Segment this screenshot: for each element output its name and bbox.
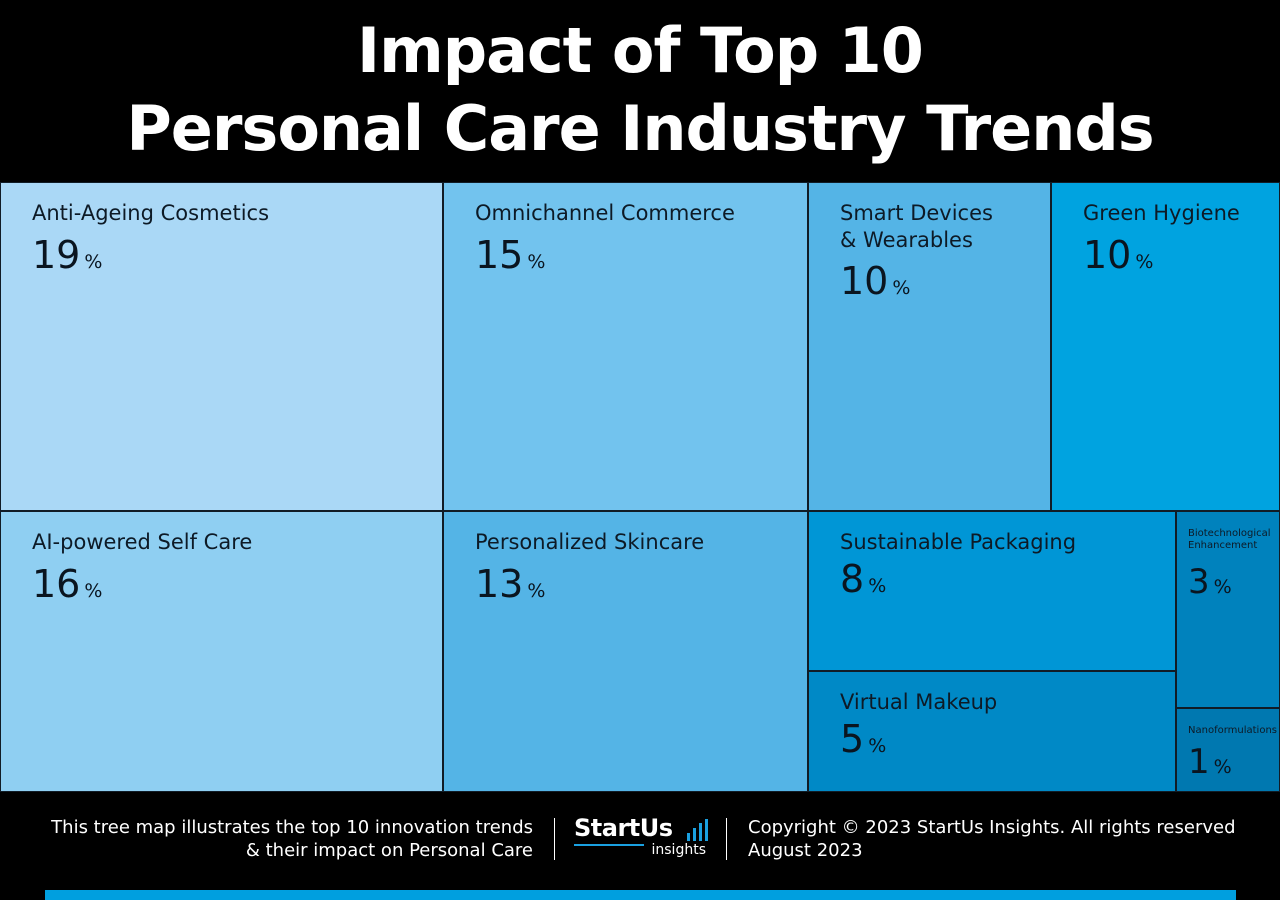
footer-accent-bar bbox=[45, 890, 1236, 900]
treemap-cell-label: Green Hygiene bbox=[1083, 201, 1240, 225]
treemap-cell-unit: % bbox=[868, 735, 887, 757]
treemap-cell-number: 8 bbox=[840, 557, 865, 601]
treemap-cell-number: 10 bbox=[840, 259, 889, 303]
treemap-cell-number: 1 bbox=[1188, 742, 1210, 782]
logo-subtitle: insights bbox=[651, 842, 707, 858]
publish-date: August 2023 bbox=[748, 840, 863, 861]
treemap-cell: Biotechnological Enhancement 3% bbox=[1176, 511, 1280, 708]
treemap-cell: Omnichannel Commerce 15% bbox=[443, 182, 808, 511]
treemap-cell-value: 10% bbox=[1083, 235, 1153, 282]
treemap: Anti-Ageing Cosmetics 19% AI-powered Self … bbox=[0, 182, 1280, 792]
treemap-cell-value: 19% bbox=[32, 235, 102, 282]
treemap-cell-value: 5% bbox=[840, 719, 886, 766]
treemap-cell-number: 19 bbox=[32, 233, 81, 277]
footer-copyright-block: Copyright © 2023 StartUs Insights. All r… bbox=[748, 816, 1268, 862]
treemap-cell-label: Virtual Makeup bbox=[840, 690, 998, 714]
treemap-cell: Sustainable Packaging 8% bbox=[808, 511, 1176, 671]
treemap-cell-unit: % bbox=[84, 580, 103, 602]
treemap-cell-label: Nanoformulations bbox=[1188, 725, 1277, 736]
treemap-cell-number: 13 bbox=[475, 562, 524, 606]
treemap-cell-label: Smart Devices & Wearables bbox=[840, 201, 993, 252]
treemap-cell: Nanoformulations 1% bbox=[1176, 708, 1280, 792]
chart-title-line-1: Impact of Top 10 bbox=[357, 14, 924, 87]
footer: This tree map illustrates the top 10 inn… bbox=[0, 792, 1280, 900]
treemap-cell-value: 15% bbox=[475, 235, 545, 282]
startus-logo: StartUs insights bbox=[574, 814, 714, 862]
logo-underline bbox=[574, 844, 644, 846]
header: Impact of Top 10 Personal Care Industry … bbox=[0, 0, 1280, 182]
treemap-cell-unit: % bbox=[84, 251, 103, 273]
treemap-cell: Virtual Makeup 5% bbox=[808, 671, 1176, 792]
treemap-cell-number: 3 bbox=[1188, 562, 1210, 602]
treemap-cell-unit: % bbox=[1213, 756, 1232, 778]
treemap-cell-value: 16% bbox=[32, 564, 102, 611]
treemap-cell-label: Omnichannel Commerce bbox=[475, 201, 735, 225]
copyright-text: Copyright © 2023 StartUs Insights. All r… bbox=[748, 817, 1236, 838]
treemap-cell: Smart Devices & Wearables 10% bbox=[808, 182, 1051, 511]
footer-divider-left bbox=[554, 818, 555, 860]
bar-chart-icon bbox=[687, 819, 709, 841]
treemap-cell-unit: % bbox=[1135, 251, 1154, 273]
treemap-cell: Personalized Skincare 13% bbox=[443, 511, 808, 792]
treemap-cell-value: 10% bbox=[840, 261, 910, 308]
treemap-cell-unit: % bbox=[892, 277, 911, 299]
treemap-cell-number: 10 bbox=[1083, 233, 1132, 277]
treemap-cell-value: 13% bbox=[475, 564, 545, 611]
treemap-cell-label: Sustainable Packaging bbox=[840, 530, 1077, 554]
treemap-cell-unit: % bbox=[527, 580, 546, 602]
treemap-cell-unit: % bbox=[1213, 576, 1232, 598]
logo-wordmark: StartUs bbox=[574, 814, 673, 842]
treemap-cell-number: 5 bbox=[840, 717, 865, 761]
footer-description: This tree map illustrates the top 10 inn… bbox=[51, 817, 533, 861]
treemap-cell-unit: % bbox=[868, 575, 887, 597]
footer-divider-right bbox=[726, 818, 727, 860]
treemap-cell: Green Hygiene 10% bbox=[1051, 182, 1280, 511]
treemap-cell-value: 1% bbox=[1188, 742, 1232, 787]
treemap-cell-value: 8% bbox=[840, 559, 886, 606]
treemap-cell-label: Personalized Skincare bbox=[475, 530, 705, 554]
chart-title-line-2: Personal Care Industry Trends bbox=[126, 92, 1154, 165]
treemap-cell-label: AI-powered Self Care bbox=[32, 530, 253, 554]
treemap-cell: Anti-Ageing Cosmetics 19% bbox=[0, 182, 443, 511]
treemap-cell-value: 3% bbox=[1188, 562, 1232, 607]
treemap-cell-label: Anti-Ageing Cosmetics bbox=[32, 201, 270, 225]
treemap-cell-unit: % bbox=[527, 251, 546, 273]
treemap-cell: AI-powered Self Care 16% bbox=[0, 511, 443, 792]
treemap-cell-label: Biotechnological Enhancement bbox=[1188, 528, 1271, 551]
treemap-cell-number: 15 bbox=[475, 233, 524, 277]
treemap-cell-number: 16 bbox=[32, 562, 81, 606]
